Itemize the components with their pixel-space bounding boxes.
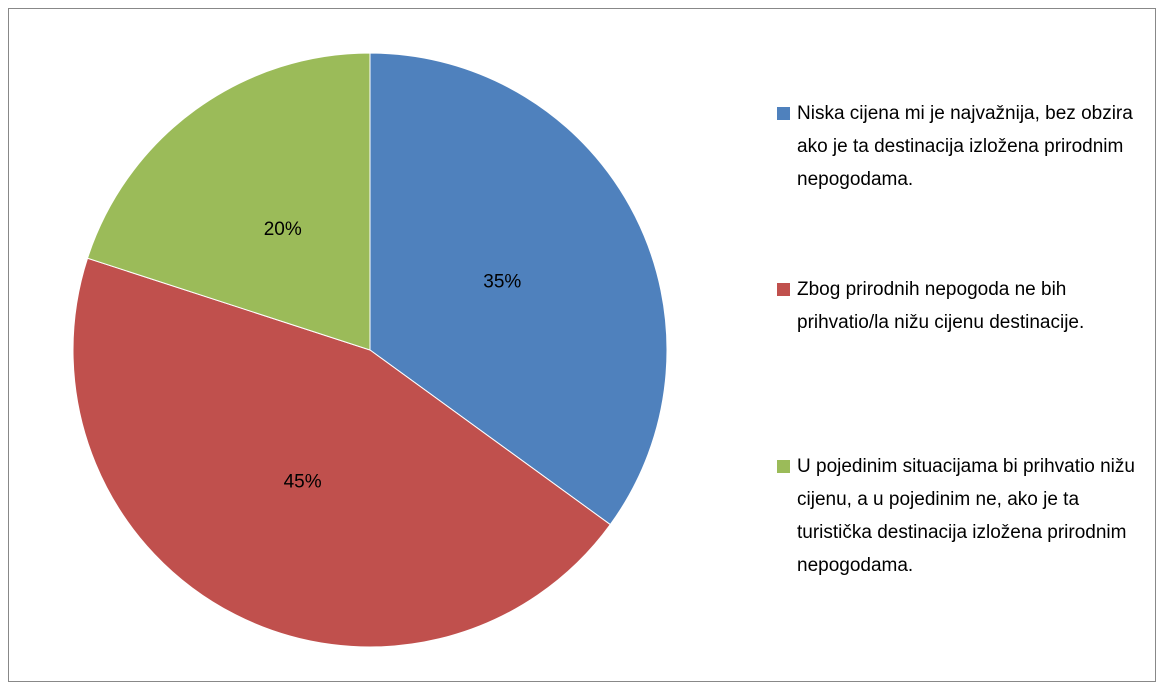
pie-slice	[369, 52, 668, 526]
legend-label: Zbog prirodnih nepogoda ne bih prihvatio…	[797, 279, 1085, 333]
legend-item: Zbog prirodnih nepogoda ne bih prihvatio…	[777, 273, 1149, 339]
data-label: 35%	[483, 272, 521, 293]
legend-item: Niska cijena mi je najvažnija, bez obzir…	[777, 97, 1149, 196]
legend-swatch	[777, 460, 790, 473]
legend-swatch	[777, 283, 790, 296]
legend-item: U pojedinim situacijama bi prihvatio niž…	[777, 450, 1149, 582]
legend-swatch	[777, 107, 790, 120]
legend-label: Niska cijena mi je najvažnija, bez obzir…	[797, 103, 1133, 190]
pie-slice	[72, 257, 611, 648]
legend-label: U pojedinim situacijama bi prihvatio niž…	[797, 456, 1135, 576]
chart-border	[8, 8, 1156, 682]
pie-slice	[86, 52, 371, 351]
data-label: 45%	[284, 471, 322, 492]
data-label: 20%	[264, 219, 302, 240]
